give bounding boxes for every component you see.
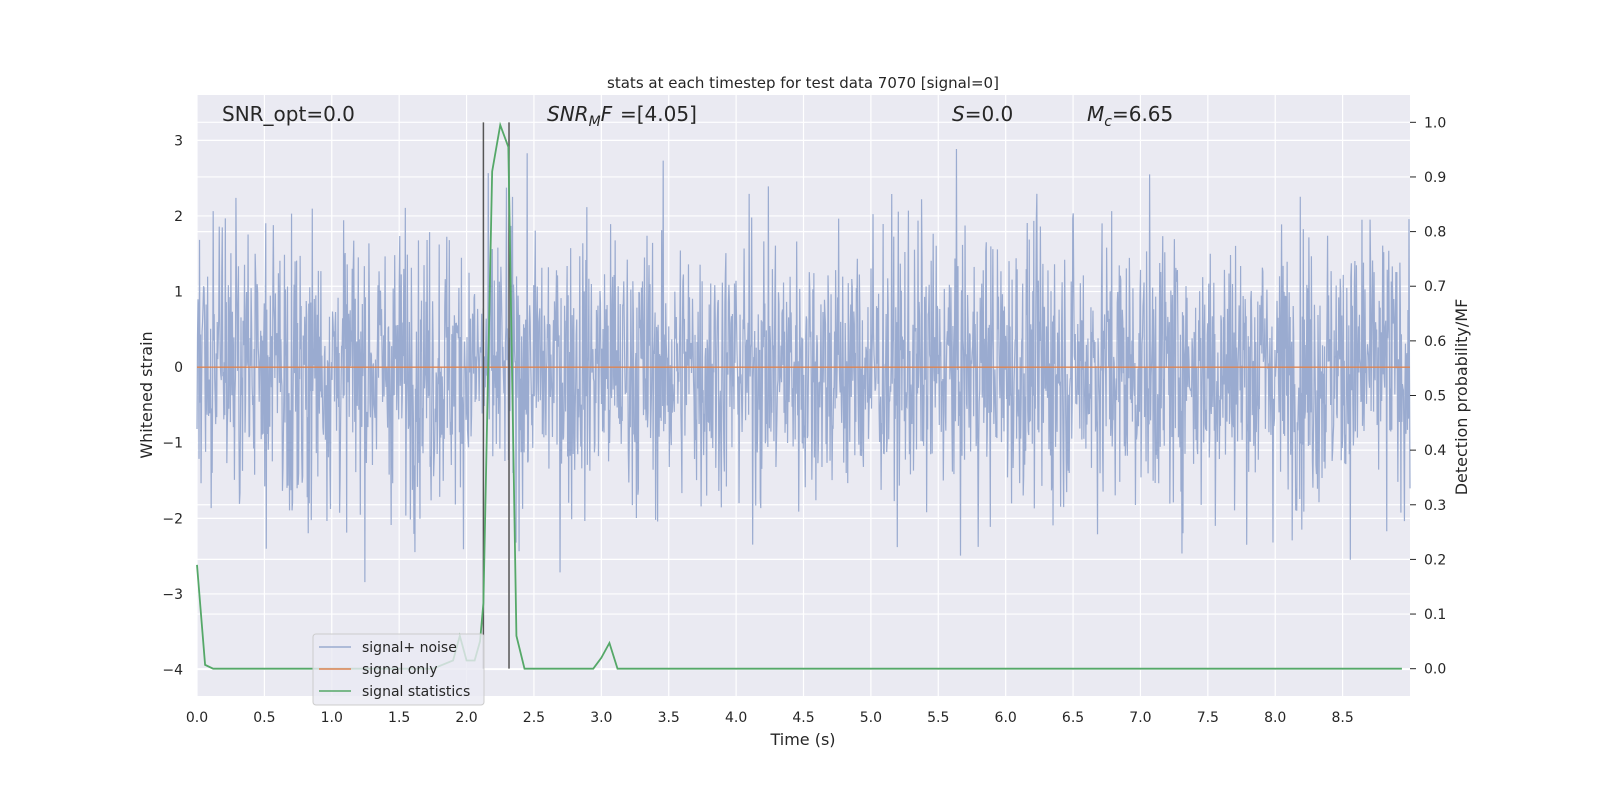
x-tick-label: 5.5 — [927, 710, 949, 726]
y-left-axis-ticks: 3 2 1 0 −1 −2 −3 −4 — [162, 133, 183, 678]
x-tick-label: 4.0 — [725, 710, 747, 726]
x-tick-label: 4.5 — [792, 710, 814, 726]
legend: signal+ noise signal only signal statist… — [312, 633, 485, 706]
y-left-axis-label: Whitened strain — [137, 331, 156, 458]
y-left-tick-label: 3 — [174, 133, 183, 149]
y-right-tick-label: 0.8 — [1424, 225, 1446, 241]
y-right-tick-label: 0.2 — [1424, 552, 1446, 568]
annotation-s: S=0.0 — [952, 102, 1013, 126]
x-tick-label: 7.0 — [1129, 710, 1151, 726]
x-tick-label: 5.0 — [860, 710, 882, 726]
x-tick-label: 6.5 — [1062, 710, 1084, 726]
x-tick-label: 0.0 — [186, 710, 208, 726]
y-right-tick-label: 0.9 — [1424, 170, 1446, 186]
annotation-mc-suffix: =6.65 — [1112, 102, 1173, 126]
y-right-tick-label: 1.0 — [1424, 115, 1446, 131]
x-tick-label: 6.0 — [995, 710, 1017, 726]
annotation-s-prefix: S — [952, 102, 965, 126]
y-left-tick-label: −2 — [162, 511, 183, 527]
annotation-s-suffix: =0.0 — [965, 102, 1014, 126]
x-tick-label: 1.0 — [321, 710, 343, 726]
annotation-snr-opt: SNR_opt=0.0 — [222, 102, 355, 126]
legend-label-signal-plus-noise: signal+ noise — [362, 640, 457, 656]
y-left-tick-label: −3 — [162, 587, 183, 603]
x-tick-label: 2.5 — [523, 710, 545, 726]
x-tick-label: 8.0 — [1264, 710, 1286, 726]
annotation-mc-prefix: M — [1087, 102, 1104, 126]
y-left-tick-label: 0 — [174, 360, 183, 376]
y-right-tick-label: 0.0 — [1424, 662, 1446, 678]
y-right-axis-ticks: 1.0 0.9 0.8 0.7 0.6 0.5 0.4 0.3 0.2 0.1 0.0 — [1410, 115, 1446, 678]
signal-plus-noise-line — [196, 149, 1411, 583]
annotation-snr-mf-sub: M — [589, 114, 601, 130]
y-left-tick-label: −4 — [162, 663, 183, 679]
y-left-tick-label: −1 — [162, 436, 183, 452]
x-tick-label: 7.5 — [1197, 710, 1219, 726]
annotation-mc-sub: c — [1104, 114, 1112, 130]
x-tick-label: 2.0 — [455, 710, 477, 726]
x-axis-ticks: 0.0 0.5 1.0 1.5 2.0 2.5 3.0 3.5 4.0 4.5 5.0 5.5 6.0 6… — [186, 710, 1354, 726]
legend-box — [312, 633, 485, 706]
x-tick-label: 3.5 — [658, 710, 680, 726]
y-right-tick-label: 0.1 — [1424, 607, 1446, 623]
y-right-tick-label: 0.6 — [1424, 334, 1446, 350]
x-tick-label: 0.5 — [253, 710, 275, 726]
legend-label-signal-statistics: signal statistics — [362, 684, 470, 700]
annotation-snr-mf-f: F — [601, 102, 613, 126]
y-left-tick-label: 1 — [174, 285, 183, 301]
y-right-tick-label: 0.5 — [1424, 389, 1446, 405]
x-tick-label: 1.5 — [388, 710, 410, 726]
annotation-snr-mf: SNRMF — [547, 102, 613, 130]
annotation-snr-mf-value: =[4.05] — [620, 102, 697, 126]
y-right-tick-label: 0.3 — [1424, 498, 1446, 514]
annotation-mc: Mc=6.65 — [1087, 102, 1173, 130]
y-left-tick-label: 2 — [174, 209, 183, 225]
y-right-tick-label: 0.7 — [1424, 279, 1446, 295]
y-right-tick-label: 0.4 — [1424, 443, 1446, 459]
legend-label-signal-only: signal only — [362, 662, 437, 678]
x-tick-label: 8.5 — [1331, 710, 1353, 726]
chart-title: stats at each timestep for test data 707… — [607, 74, 999, 92]
series-signal-plus-noise — [196, 149, 1411, 583]
x-axis-label: Time (s) — [769, 730, 835, 749]
annotation-snr-mf-prefix: SNR — [547, 102, 589, 126]
y-right-axis-label: Detection probability/MF — [1452, 299, 1471, 496]
x-tick-label: 3.0 — [590, 710, 612, 726]
